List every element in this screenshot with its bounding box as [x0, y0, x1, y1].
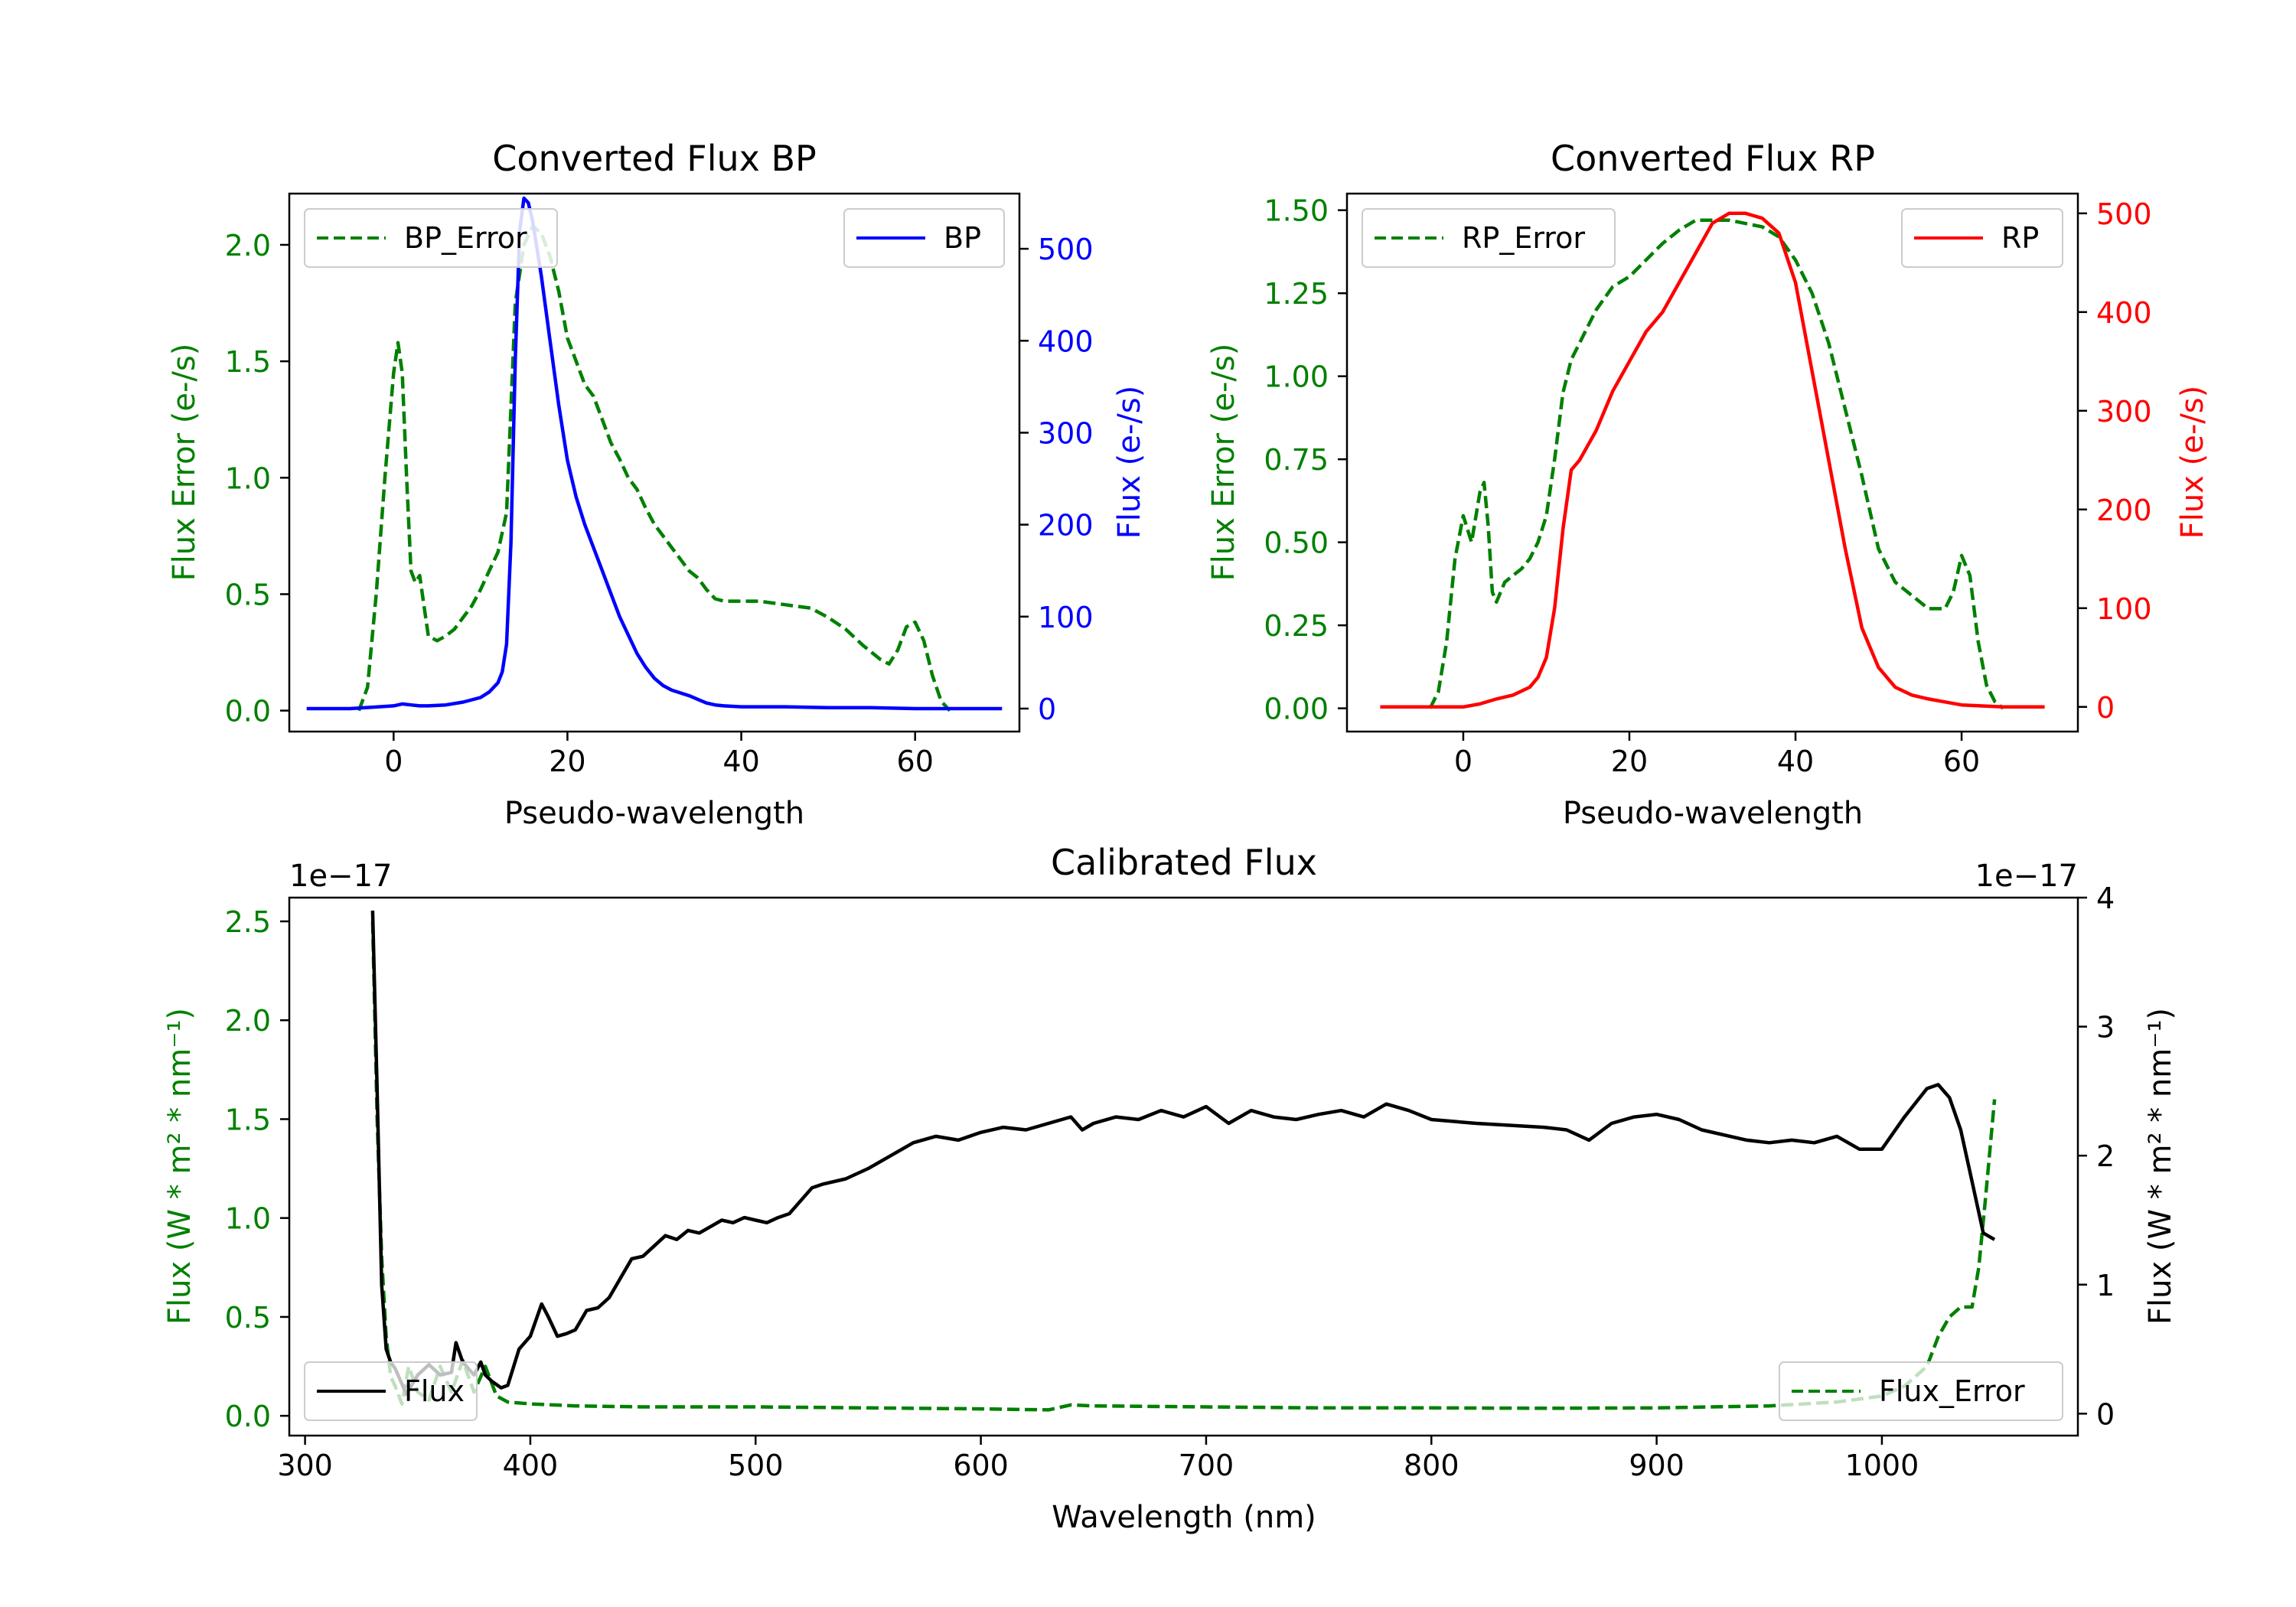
cal-series-flux-error-line — [370, 921, 1997, 1412]
bp-left-ytick-label: 2.0 — [225, 229, 271, 262]
bp-axes: 0 20 40 60 0.0 0.5 1.0 1.5 2.0 0 100 200 300 400 500 — [225, 229, 1094, 778]
rp-right-ytick-label: 500 — [2096, 197, 2152, 231]
cal-right-offset: 1e−17 — [1975, 859, 2078, 894]
bp-left-ytick-label: 0.5 — [225, 578, 271, 611]
bp-xtick-label: 40 — [722, 745, 759, 778]
calibrated-panel: Calibrated Flux 300 400 500 600 700 800 900 100… — [162, 842, 2178, 1535]
rp-xtick-label: 0 — [1454, 745, 1473, 778]
cal-legend-right-label: Flux_Error — [1879, 1374, 2025, 1408]
bp-title: Converted Flux BP — [492, 138, 817, 179]
rp-right-ytick-label: 100 — [2096, 592, 2152, 626]
bp-left-ytick-label: 1.0 — [225, 461, 271, 495]
bp-left-ylabel: Flux Error (e-/s) — [167, 344, 202, 582]
rp-panel: Converted Flux RP 0 20 40 60 0.00 0.25 0.50 0.7… — [1206, 138, 2210, 831]
bp-right-ytick-label: 200 — [1038, 509, 1094, 543]
cal-left-ytick-label: 1.5 — [225, 1103, 271, 1136]
bp-series-bp-line — [306, 196, 1003, 711]
cal-left-ytick-label: 2.0 — [225, 1004, 271, 1038]
bp-left-ytick-label: 1.5 — [225, 345, 271, 379]
rp-xtick-label: 60 — [1943, 745, 1980, 778]
cal-xtick-label: 300 — [277, 1449, 333, 1482]
cal-right-ytick-label: 2 — [2096, 1139, 2115, 1173]
cal-right-ylabel: Flux (W * m² * nm⁻¹) — [2143, 1008, 2178, 1325]
bp-xlabel: Pseudo-wavelength — [504, 796, 804, 831]
rp-legend-right: RP — [1901, 208, 2063, 268]
bp-right-ylabel: Flux (e-/s) — [1112, 386, 1147, 539]
rp-xtick-label: 20 — [1611, 745, 1648, 778]
bp-left-ytick-label: 0.0 — [225, 695, 271, 729]
rp-left-ytick-label: 0.00 — [1264, 693, 1329, 726]
cal-xtick-label: 600 — [953, 1449, 1009, 1482]
cal-legend-right: Flux_Error — [1779, 1361, 2063, 1421]
bp-legend-left-label: BP_Error — [404, 221, 527, 255]
rp-legend-left: RP_Error — [1362, 208, 1616, 268]
rp-series-rp-error-line — [1428, 218, 2004, 710]
rp-xtick-label: 40 — [1777, 745, 1814, 778]
rp-left-ytick-label: 0.50 — [1264, 526, 1329, 560]
cal-xtick-label: 400 — [503, 1449, 559, 1482]
cal-title: Calibrated Flux — [1051, 842, 1317, 883]
bp-series-bp-error-line — [357, 224, 951, 712]
bp-right-ytick-label: 300 — [1038, 416, 1094, 450]
rp-right-ytick-label: 300 — [2096, 395, 2152, 429]
rp-legend-left-label: RP_Error — [1462, 221, 1585, 255]
cal-left-ytick-label: 0.5 — [225, 1301, 271, 1335]
rp-left-ylabel: Flux Error (e-/s) — [1206, 344, 1241, 582]
cal-series-flux-line — [370, 910, 1996, 1397]
rp-right-ytick-label: 0 — [2096, 691, 2115, 725]
bp-xtick-label: 0 — [384, 745, 403, 778]
rp-title: Converted Flux RP — [1551, 138, 1875, 179]
cal-series-layer — [370, 910, 1997, 1412]
bp-series-layer — [306, 196, 1003, 712]
bp-legend-left: BP_Error — [304, 208, 558, 268]
cal-right-ytick-label: 1 — [2096, 1269, 2115, 1302]
bp-legend-right-label: BP — [944, 221, 981, 255]
cal-right-ytick-label: 4 — [2096, 882, 2115, 915]
rp-right-ytick-label: 400 — [2096, 296, 2152, 330]
bp-right-ytick-label: 100 — [1038, 601, 1094, 634]
rp-legend-right-label: RP — [2001, 221, 2039, 255]
cal-xtick-label: 700 — [1179, 1449, 1234, 1482]
rp-series-layer — [1380, 211, 2045, 710]
rp-left-ytick-label: 1.00 — [1264, 360, 1329, 394]
rp-left-ytick-label: 1.25 — [1264, 277, 1329, 311]
rp-left-ytick-label: 0.25 — [1264, 609, 1329, 643]
rp-series-rp-line — [1380, 211, 2045, 709]
bp-right-ytick-label: 0 — [1038, 693, 1056, 726]
cal-xtick-label: 900 — [1629, 1449, 1684, 1482]
rp-axes: 0 20 40 60 0.00 0.25 0.50 0.75 1.00 1.25 1.50 0 100 2… — [1264, 194, 2151, 778]
cal-left-ylabel: Flux (W * m² * nm⁻¹) — [162, 1008, 197, 1325]
bp-right-ytick-label: 500 — [1038, 233, 1094, 266]
bp-plot-frame — [288, 192, 1021, 733]
cal-left-ytick-label: 0.0 — [225, 1400, 271, 1433]
bp-panel: Converted Flux BP 0 20 40 60 0.0 0.5 1.0 1.5 2.0… — [167, 138, 1147, 831]
rp-right-ylabel: Flux (e-/s) — [2175, 386, 2210, 539]
rp-plot-frame — [1345, 192, 2079, 733]
bp-xtick-label: 60 — [897, 745, 934, 778]
cal-legend-left-label: Flux — [404, 1374, 465, 1408]
cal-axes: 300 400 500 600 700 800 900 1000 0.0 0.5 1.0 1.5 2.0… — [225, 882, 2115, 1482]
rp-left-ytick-label: 0.75 — [1264, 443, 1329, 477]
cal-xtick-label: 500 — [728, 1449, 784, 1482]
bp-xtick-label: 20 — [549, 745, 585, 778]
bp-legend-right: BP — [843, 208, 1005, 268]
cal-xtick-label: 800 — [1404, 1449, 1459, 1482]
rp-xlabel: Pseudo-wavelength — [1563, 796, 1863, 831]
cal-left-ytick-label: 1.0 — [225, 1202, 271, 1236]
cal-plot-frame — [288, 896, 2079, 1437]
rp-left-ytick-label: 1.50 — [1264, 194, 1329, 228]
bp-right-ytick-label: 400 — [1038, 324, 1094, 358]
cal-right-ytick-label: 3 — [2096, 1011, 2115, 1045]
cal-left-offset: 1e−17 — [289, 859, 392, 894]
cal-left-ytick-label: 2.5 — [225, 905, 271, 939]
cal-right-ytick-label: 0 — [2096, 1397, 2115, 1431]
cal-legend-left: Flux — [304, 1361, 478, 1421]
cal-xlabel: Wavelength (nm) — [1052, 1500, 1316, 1535]
cal-xtick-label: 1000 — [1845, 1449, 1919, 1482]
rp-right-ytick-label: 200 — [2096, 494, 2152, 527]
